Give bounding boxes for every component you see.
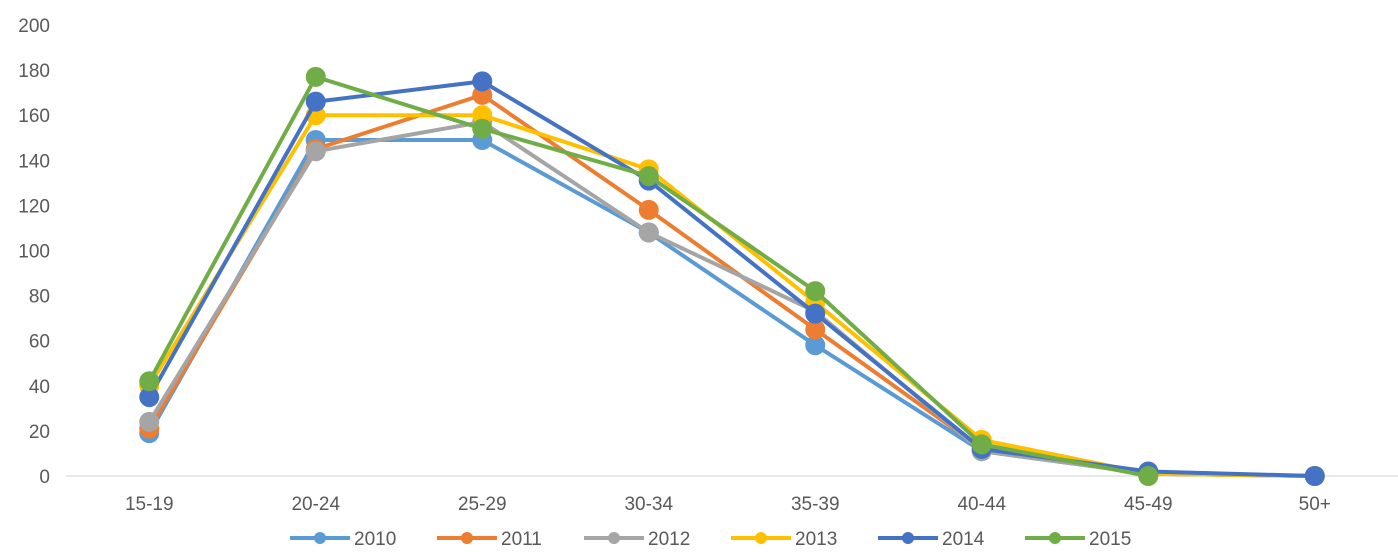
legend-label: 2014: [942, 529, 985, 550]
data-point: [305, 141, 326, 162]
data-point: [139, 371, 160, 392]
legend-label: 2015: [1089, 529, 1131, 550]
data-point: [638, 222, 659, 243]
series-2010: [139, 130, 1325, 486]
y-tick-label: 160: [18, 106, 50, 127]
data-point: [805, 303, 826, 324]
x-tick-label: 45-49: [1124, 494, 1173, 515]
legend-marker: [902, 532, 914, 544]
series-line: [147, 120, 1317, 478]
y-tick-label: 180: [18, 61, 50, 82]
series-line: [147, 74, 1151, 478]
x-tick-label: 30-34: [624, 494, 673, 515]
data-point: [805, 281, 826, 302]
x-tick-label: 15-19: [125, 494, 174, 515]
series-line: [147, 138, 1317, 478]
legend: 2010 2011 2012 2013 2014 2015: [290, 529, 1131, 550]
legend-item-2013: 2013: [731, 529, 837, 550]
legend-marker: [755, 532, 767, 544]
y-tick-label: 120: [18, 196, 50, 217]
axes: 0 20 40 60 80 100 120 140 160 180 200 15-19 20-24 25-…: [18, 16, 1398, 515]
series-2013: [139, 105, 1325, 486]
data-point: [139, 387, 160, 408]
series-line: [147, 113, 1317, 478]
legend-item-2012: 2012: [584, 529, 690, 550]
data-point: [1304, 466, 1325, 486]
y-tick-label: 60: [29, 332, 50, 353]
legend-marker: [608, 532, 620, 544]
y-tick-label: 100: [18, 242, 50, 263]
series-line: [147, 79, 1317, 478]
data-point: [472, 118, 493, 139]
data-point: [805, 319, 826, 340]
y-tick-label: 40: [29, 377, 50, 398]
legend-label: 2010: [354, 529, 396, 550]
y-tick-label: 80: [29, 287, 50, 308]
series-2012: [139, 111, 1325, 486]
y-tick-label: 0: [39, 467, 50, 488]
series-lines: [139, 66, 1325, 486]
data-point: [305, 91, 326, 112]
data-point: [472, 71, 493, 92]
x-tick-label: 50+: [1299, 494, 1331, 515]
data-point: [971, 434, 992, 455]
data-point: [805, 335, 826, 356]
y-tick-label: 140: [18, 151, 50, 172]
legend-marker: [1049, 532, 1061, 544]
y-tick-label: 200: [18, 16, 50, 37]
legend-marker: [314, 532, 326, 544]
legend-marker: [461, 532, 473, 544]
x-tick-label: 35-39: [791, 494, 840, 515]
legend-item-2014: 2014: [878, 529, 985, 550]
legend-label: 2012: [648, 529, 690, 550]
legend-item-2015: 2015: [1025, 529, 1131, 550]
y-tick-label: 20: [29, 422, 50, 443]
legend-item-2010: 2010: [290, 529, 396, 550]
data-point: [638, 166, 659, 187]
legend-label: 2011: [501, 529, 542, 550]
legend-item-2011: 2011: [437, 529, 542, 550]
x-tick-label: 25-29: [458, 494, 507, 515]
legend-label: 2013: [795, 529, 837, 550]
data-point: [305, 66, 326, 87]
x-tick-label: 40-44: [957, 494, 1006, 515]
series-2015: [139, 66, 1159, 486]
data-point: [1138, 466, 1159, 486]
data-point: [139, 411, 160, 432]
data-point: [638, 199, 659, 220]
x-tick-label: 20-24: [291, 494, 340, 515]
